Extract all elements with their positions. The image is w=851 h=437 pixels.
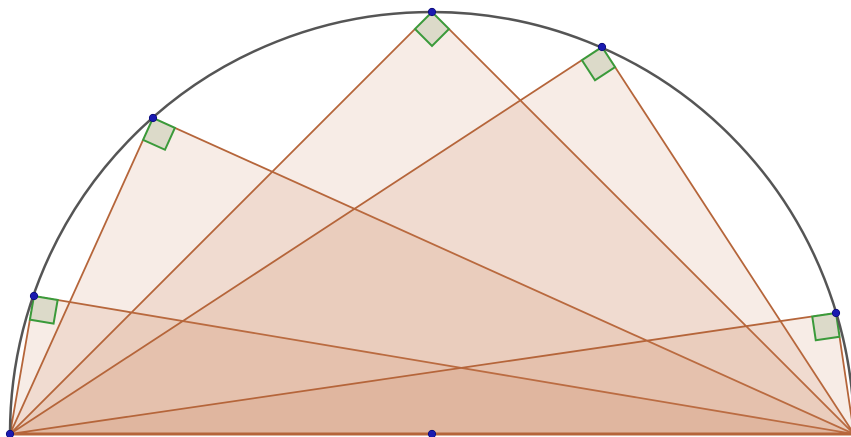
right-angle-mark — [811, 311, 841, 342]
point — [29, 291, 39, 301]
point — [831, 308, 841, 318]
triangles — [6, 10, 851, 435]
right-angle-marks — [28, 10, 841, 342]
point — [427, 429, 437, 437]
right-angle-mark — [580, 45, 617, 82]
right-angle-mark — [413, 10, 451, 48]
right-angle-mark — [28, 294, 59, 325]
point — [597, 42, 607, 52]
point — [148, 113, 158, 123]
points — [5, 7, 841, 437]
point — [5, 429, 15, 437]
right-angle-mark — [141, 116, 177, 152]
point — [427, 7, 437, 17]
